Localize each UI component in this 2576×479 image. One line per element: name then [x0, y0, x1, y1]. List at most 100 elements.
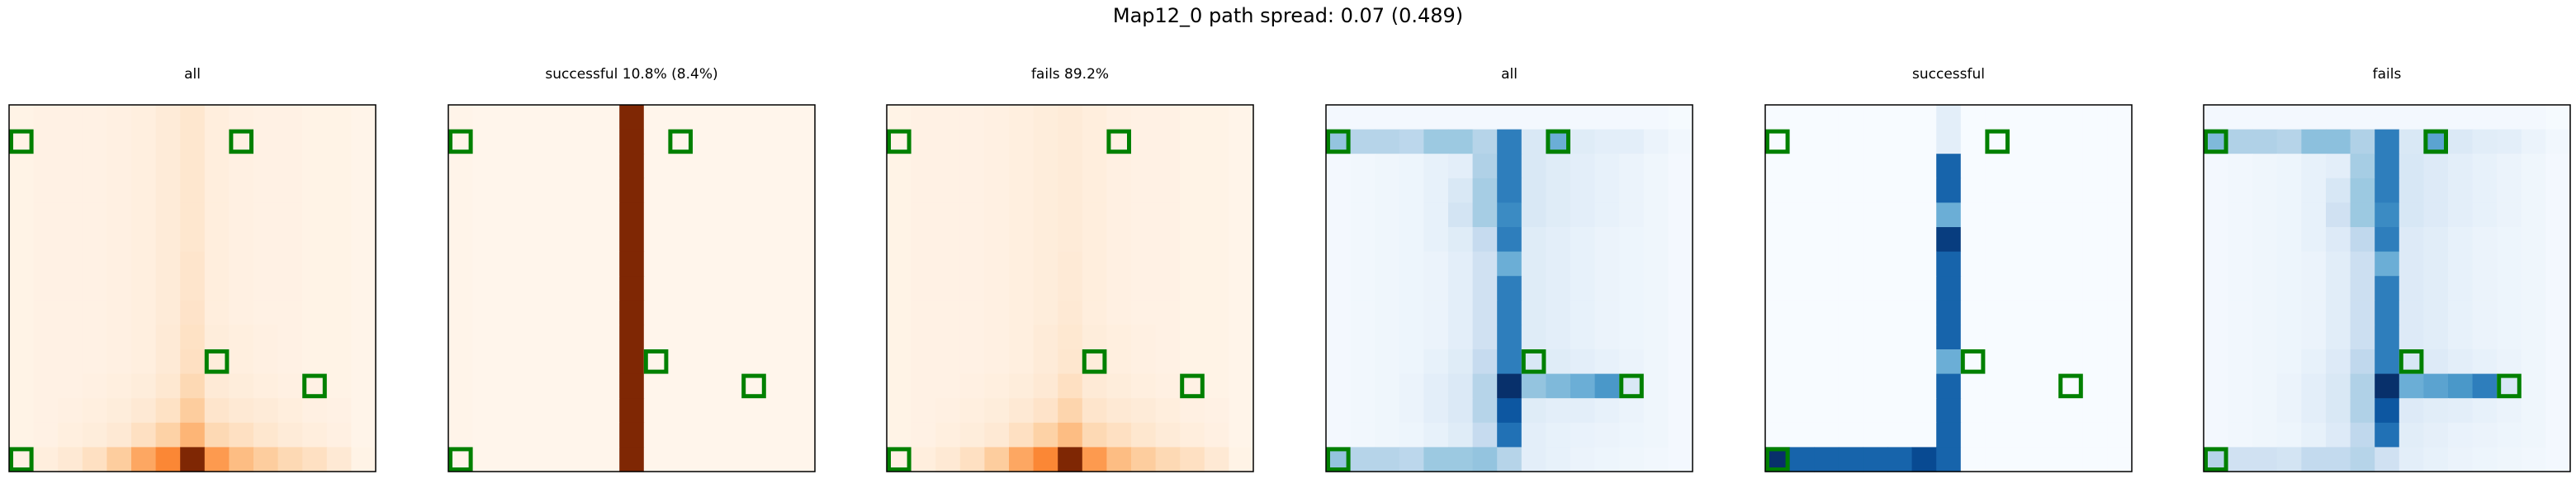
plot-frame: [1764, 104, 2133, 472]
heatmap-cell: [326, 105, 352, 130]
heatmap-cell: [1643, 300, 1669, 325]
heatmap-cell: [351, 129, 376, 154]
heatmap-cell: [253, 276, 279, 301]
heatmap-cell: [1082, 276, 1107, 301]
heatmap-cell: [2082, 349, 2108, 375]
heatmap-cell: [253, 398, 279, 424]
heatmap-cell: [2497, 178, 2522, 203]
heatmap-cell: [1131, 129, 1157, 154]
heatmap-cell: [33, 398, 59, 424]
heatmap-cell: [643, 398, 669, 424]
heatmap-cell: [1765, 300, 1791, 325]
marker-square: [2204, 447, 2228, 472]
heatmap-cell: [472, 105, 498, 130]
heatmap-cell: [959, 349, 985, 375]
heatmap-cell: [2423, 325, 2449, 350]
heatmap-cell: [131, 202, 157, 228]
heatmap-cell: [229, 227, 254, 253]
heatmap-cell: [521, 202, 547, 228]
heatmap-cell: [1838, 422, 1863, 448]
heatmap-cell: [1546, 154, 1571, 179]
heatmap-cell: [1838, 129, 1863, 154]
heatmap-cell: [1106, 227, 1132, 253]
heatmap-cell: [1448, 227, 1474, 253]
heatmap-cell: [1765, 227, 1791, 253]
heatmap-cell: [1789, 105, 1815, 130]
heatmap-cell: [594, 447, 620, 472]
heatmap-cell: [1619, 154, 1645, 179]
heatmap-cell: [1229, 251, 1254, 277]
heatmap-cell: [326, 325, 352, 350]
heatmap-cell: [82, 300, 107, 325]
heatmap-cell: [1423, 398, 1449, 424]
heatmap-cell: [1863, 202, 1888, 228]
heatmap-cell: [448, 105, 474, 130]
heatmap-cell: [935, 422, 961, 448]
heatmap-cell: [2058, 105, 2084, 130]
heatmap-cell: [765, 422, 791, 448]
heatmap-cell: [204, 105, 230, 130]
heatmap-cell: [1155, 105, 1181, 130]
heatmap-cell: [2204, 105, 2229, 130]
plot-frame: [8, 104, 376, 472]
heatmap-cell: [1960, 447, 1986, 472]
heatmap-cell: [2497, 300, 2522, 325]
heatmap-cell: [1497, 325, 1522, 350]
heatmap-cell: [984, 276, 1010, 301]
heatmap-cell: [1082, 422, 1107, 448]
heatmap-cell: [1058, 227, 1083, 253]
heatmap-cell: [2058, 349, 2084, 375]
marker-square: [2423, 129, 2448, 154]
heatmap-cell: [2228, 202, 2253, 228]
heatmap-cell: [204, 178, 230, 203]
heatmap-cell: [9, 276, 35, 301]
heatmap-cell: [594, 202, 620, 228]
heatmap-cell: [229, 349, 254, 375]
heatmap-cell: [155, 447, 181, 472]
heatmap-cell: [594, 227, 620, 253]
heatmap-cell: [277, 325, 303, 350]
heatmap-cell: [1960, 300, 1986, 325]
heatmap-cell: [1131, 105, 1157, 130]
heatmap-cell: [619, 105, 645, 130]
heatmap-cell: [2082, 325, 2108, 350]
heatmap-cell: [741, 251, 767, 277]
heatmap-cell: [2398, 178, 2424, 203]
heatmap-cell: [741, 447, 767, 472]
heatmap-cell: [2228, 251, 2253, 277]
heatmap-cell: [1180, 398, 1205, 424]
heatmap-cell: [1326, 154, 1352, 179]
heatmap-cell: [472, 325, 498, 350]
heatmap-cell: [351, 349, 376, 375]
heatmap-cell: [959, 373, 985, 399]
heatmap-cell: [2472, 373, 2498, 399]
heatmap-cell: [1106, 202, 1132, 228]
heatmap-cell: [2472, 276, 2498, 301]
heatmap-cell: [302, 398, 328, 424]
heatmap-cell: [1058, 154, 1083, 179]
heatmap-cell: [1936, 373, 1962, 399]
heatmap-cell: [351, 178, 376, 203]
heatmap-cell: [1423, 251, 1449, 277]
heatmap-cell: [1863, 447, 1888, 472]
heatmap-cell: [546, 349, 571, 375]
heatmap-cell: [2204, 349, 2229, 375]
heatmap-cell: [521, 178, 547, 203]
heatmap-cell: [984, 129, 1010, 154]
heatmap-cell: [546, 251, 571, 277]
heatmap-cell: [790, 398, 816, 424]
heatmap-cell: [1985, 105, 2010, 130]
heatmap-cell: [1546, 300, 1571, 325]
heatmap-cell: [1399, 349, 1424, 375]
heatmap-cell: [1521, 251, 1546, 277]
heatmap-cell: [2545, 398, 2571, 424]
heatmap-cell: [2472, 178, 2498, 203]
panel-title: all: [184, 66, 201, 83]
heatmap-cell: [2034, 129, 2059, 154]
heatmap-cell: [82, 227, 107, 253]
heatmap-cell: [107, 422, 132, 448]
heatmap-cell: [1375, 129, 1400, 154]
heatmap-cell: [1838, 373, 1863, 399]
heatmap-cell: [1009, 447, 1035, 472]
heatmap-cell: [1960, 422, 1986, 448]
